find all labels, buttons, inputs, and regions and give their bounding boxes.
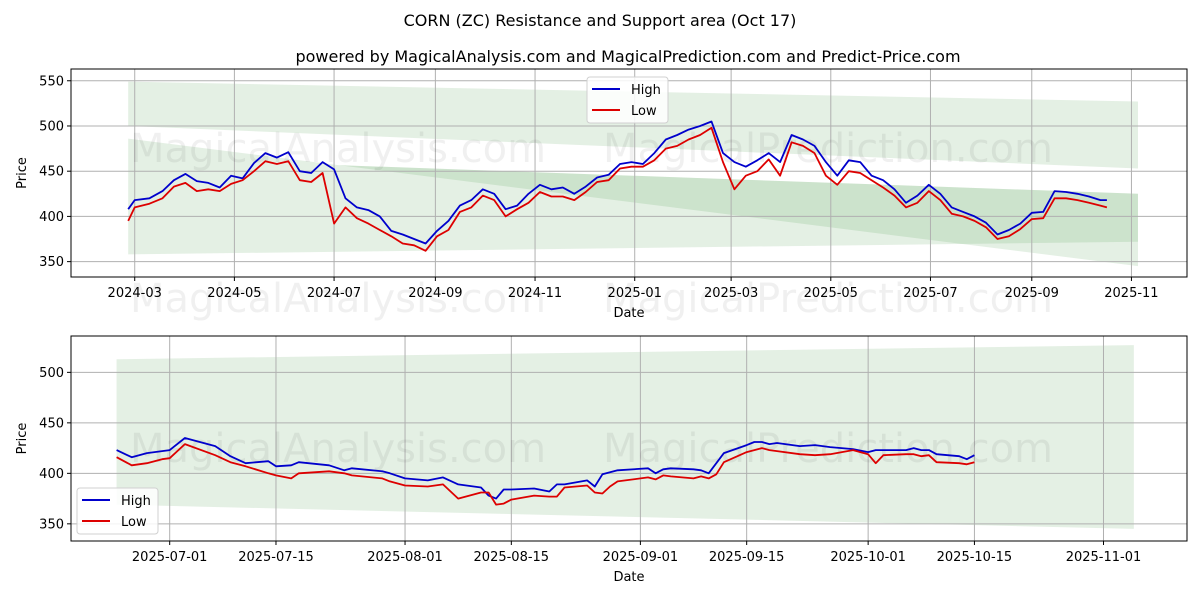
x-tick-label: 2025-11	[1104, 286, 1158, 301]
axes-frame	[70, 335, 1188, 542]
resistance-band-2	[128, 138, 1138, 267]
x-tick-label: 2025-07-15	[238, 550, 314, 565]
chart-title: CORN (ZC) Resistance and Support area (O…	[404, 11, 797, 30]
watermark-text: MagicalAnalysis.com	[130, 276, 546, 322]
y-tick-label: 400	[39, 467, 64, 482]
x-tick-label: 2024-09	[408, 286, 462, 301]
y-tick-label: 500	[39, 119, 64, 134]
y-tick-label: 550	[39, 74, 64, 89]
x-tick-label: 2025-01	[608, 286, 662, 301]
y-axis-label: Price	[15, 423, 30, 455]
x-tick-label: 2025-09-01	[603, 550, 679, 565]
watermark-text: MagicalPrediction.com	[603, 426, 1053, 472]
legend-label-high: High	[631, 83, 661, 98]
x-tick-label: 2025-10-15	[937, 550, 1013, 565]
bottom-panel: MagicalAnalysis.com MagicalPrediction.com…	[15, 335, 1188, 585]
x-tick-label: 2025-08-15	[474, 550, 550, 565]
y-tick-label: 500	[39, 366, 64, 381]
legend-label-low: Low	[631, 104, 657, 119]
x-tick-label: 2024-05	[207, 286, 261, 301]
legend-label-high: High	[121, 494, 151, 509]
resistance-band	[128, 81, 1138, 169]
chart-subtitle: powered by MagicalAnalysis.com and Magic…	[295, 47, 960, 66]
x-tick-label: 2025-07-01	[132, 550, 208, 565]
y-tick-label: 350	[39, 517, 64, 532]
y-axis-label: Price	[15, 157, 30, 189]
y-tick-label: 350	[39, 255, 64, 270]
x-tick-label: 2025-10-01	[830, 550, 906, 565]
support-band	[128, 157, 1138, 255]
series-line-high	[127, 120, 1107, 245]
x-tick-label: 2024-11	[508, 286, 562, 301]
support-band	[116, 485, 1134, 529]
resistance-band	[116, 345, 1134, 449]
series-line-low	[127, 126, 1108, 252]
series-line-low	[116, 443, 975, 506]
axes-frame	[70, 68, 1188, 278]
x-tick-label: 2025-11-01	[1066, 550, 1142, 565]
top-panel: MagicalAnalysis.com MagicalPrediction.com…	[15, 68, 1188, 322]
watermark-text: MagicalPrediction.com	[603, 276, 1053, 322]
series-line-high	[116, 437, 975, 500]
y-tick-label: 400	[39, 210, 64, 225]
watermark-text: MagicalAnalysis.com	[130, 126, 546, 172]
x-tick-label: 2025-08-01	[367, 550, 443, 565]
x-tick-label: 2024-03	[108, 286, 162, 301]
x-tick-label: 2024-07	[307, 286, 361, 301]
x-tick-label: 2025-09	[1005, 286, 1059, 301]
y-tick-label: 450	[39, 165, 64, 180]
legend: High Low	[76, 487, 159, 535]
x-tick-label: 2025-05	[804, 286, 858, 301]
y-tick-label: 450	[39, 416, 64, 431]
x-tick-label: 2025-07	[903, 286, 957, 301]
legend: High Low	[586, 76, 669, 124]
legend-label-low: Low	[121, 515, 147, 530]
watermark-text: MagicalAnalysis.com	[130, 426, 546, 472]
x-axis-label: Date	[613, 306, 644, 321]
x-tick-label: 2025-09-15	[709, 550, 785, 565]
x-axis-label: Date	[613, 570, 644, 585]
x-tick-label: 2025-03	[704, 286, 758, 301]
